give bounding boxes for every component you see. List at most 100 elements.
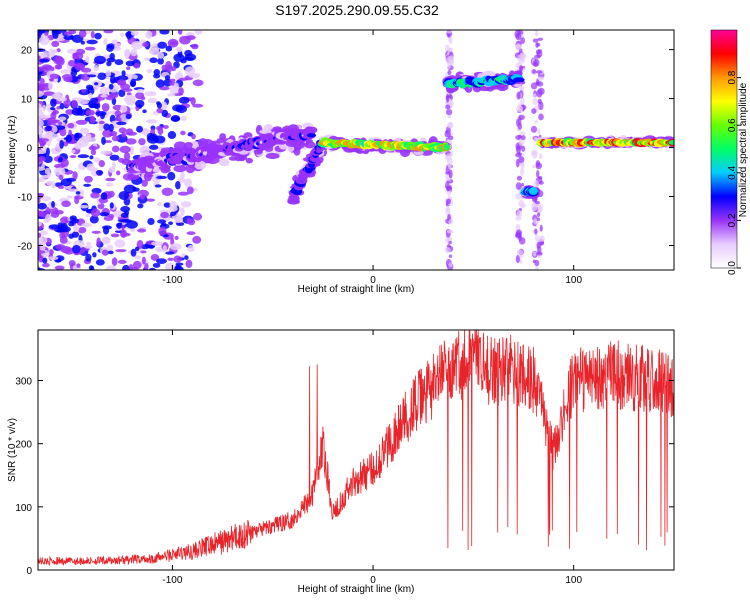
noise-blob bbox=[89, 215, 99, 224]
noise-blob bbox=[108, 83, 114, 90]
noise-blob bbox=[71, 231, 79, 238]
noise-blob bbox=[131, 40, 143, 50]
noise-blob bbox=[183, 56, 194, 61]
noise-blob bbox=[169, 211, 177, 217]
noise-blob bbox=[51, 30, 63, 35]
column-blob bbox=[539, 224, 543, 232]
noise-blob bbox=[130, 30, 139, 36]
noise-blob bbox=[59, 128, 67, 137]
column-blob bbox=[536, 81, 544, 87]
noise-blob bbox=[74, 142, 83, 150]
column-blob bbox=[517, 54, 521, 62]
noise-blob bbox=[111, 145, 120, 153]
noise-blob bbox=[192, 103, 204, 108]
column-blob bbox=[447, 135, 454, 141]
noise-blob bbox=[85, 55, 90, 64]
noise-blob bbox=[108, 123, 114, 132]
column-blob bbox=[532, 164, 537, 169]
y-tick-label: 100 bbox=[15, 503, 32, 514]
noise-blob bbox=[175, 105, 188, 114]
noise-blob bbox=[150, 254, 160, 261]
noise-blob bbox=[99, 211, 110, 217]
noise-blob bbox=[55, 65, 62, 70]
signal-halo bbox=[163, 167, 171, 173]
noise-blob bbox=[162, 245, 167, 253]
noise-blob bbox=[90, 208, 101, 218]
noise-blob bbox=[51, 180, 56, 189]
noise-blob bbox=[69, 154, 77, 159]
noise-blob bbox=[53, 209, 64, 215]
noise-blob bbox=[180, 201, 192, 208]
noise-blob bbox=[98, 123, 104, 132]
noise-blob bbox=[109, 131, 118, 137]
column-blob bbox=[446, 229, 454, 234]
noise-blob bbox=[161, 64, 167, 71]
noise-blob bbox=[58, 116, 67, 121]
noise-blob bbox=[83, 183, 92, 187]
noise-blob bbox=[116, 170, 121, 176]
noise-blob bbox=[115, 249, 127, 253]
noise-blob bbox=[39, 77, 45, 85]
noise-blob bbox=[177, 191, 190, 196]
column-blob bbox=[535, 200, 540, 205]
noise-blob bbox=[167, 257, 174, 261]
signal-core bbox=[512, 77, 525, 83]
noise-blob bbox=[44, 213, 52, 222]
noise-blob bbox=[42, 257, 48, 264]
noise-blob bbox=[134, 246, 140, 251]
noise-blob bbox=[58, 174, 64, 180]
signal-halo bbox=[194, 160, 207, 170]
column-blob bbox=[449, 36, 453, 44]
column-blob bbox=[448, 169, 453, 179]
snr-panel: -100 0 100 0 100 200 300 Height of straight li… bbox=[7, 329, 675, 595]
noise-blob bbox=[41, 51, 51, 60]
noise-blob bbox=[111, 135, 120, 142]
noise-blob bbox=[90, 97, 99, 103]
noise-blob bbox=[38, 58, 50, 63]
noise-blob bbox=[105, 70, 112, 78]
noise-blob bbox=[107, 250, 114, 255]
noise-blob bbox=[107, 190, 115, 198]
noise-blob bbox=[68, 259, 76, 267]
noise-blob bbox=[95, 259, 105, 266]
noise-blob bbox=[38, 125, 44, 135]
signal-core bbox=[528, 187, 538, 196]
column-blob bbox=[514, 193, 522, 200]
noise-blob bbox=[87, 92, 93, 99]
column-blob bbox=[533, 58, 540, 67]
column-blob bbox=[533, 137, 538, 143]
noise-blob bbox=[100, 192, 108, 200]
noise-blob bbox=[38, 84, 49, 88]
noise-blob bbox=[60, 222, 68, 230]
noise-blob bbox=[75, 191, 81, 195]
noise-blob bbox=[77, 154, 90, 159]
noise-blob bbox=[81, 89, 86, 93]
noise-blob bbox=[132, 260, 142, 270]
noise-blob bbox=[84, 46, 96, 51]
snr-background bbox=[38, 330, 674, 570]
snr-frame bbox=[37, 329, 675, 571]
noise-blob bbox=[56, 259, 62, 263]
noise-blob bbox=[94, 32, 102, 40]
column-blob bbox=[446, 56, 452, 65]
signal-halo bbox=[218, 158, 230, 167]
noise-blob bbox=[50, 112, 57, 120]
column-blob bbox=[518, 86, 524, 92]
noise-blob bbox=[63, 35, 74, 41]
noise-blob bbox=[138, 138, 146, 146]
noise-blob bbox=[126, 66, 131, 71]
noise-blob bbox=[169, 40, 179, 46]
noise-blob bbox=[144, 91, 157, 97]
noise-blob bbox=[106, 265, 117, 270]
noise-blob bbox=[118, 190, 130, 200]
noise-blob bbox=[177, 177, 186, 183]
noise-blob bbox=[134, 255, 142, 260]
column-blob bbox=[515, 182, 522, 190]
column-blob bbox=[536, 42, 541, 47]
noise-blob bbox=[70, 149, 76, 154]
noise-blob bbox=[42, 262, 50, 268]
noise-blob bbox=[167, 171, 176, 181]
noise-blob bbox=[157, 51, 165, 59]
noise-blob bbox=[110, 233, 120, 238]
noise-blob bbox=[142, 109, 147, 114]
